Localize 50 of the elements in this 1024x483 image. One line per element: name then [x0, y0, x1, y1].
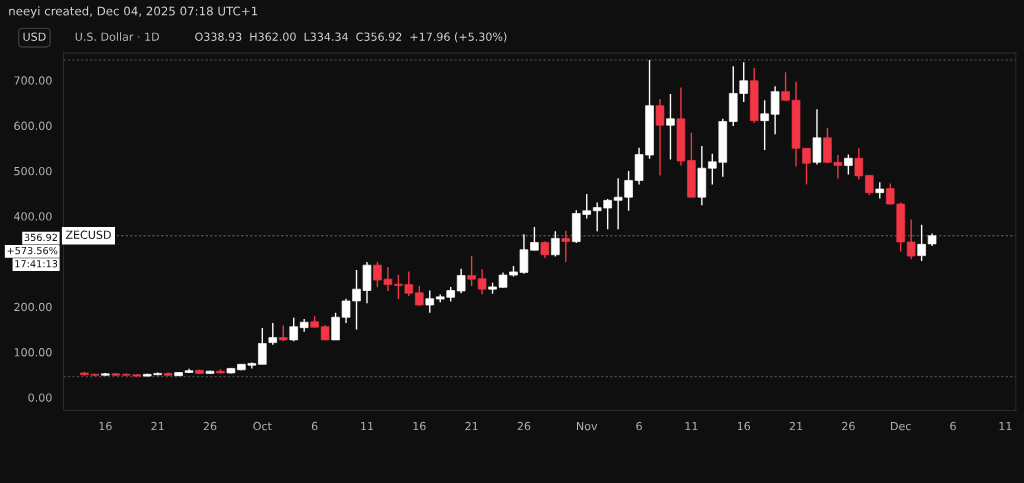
y-tick-label: 400.00 [14, 212, 52, 221]
candlestick [854, 147, 864, 181]
candlestick [760, 99, 769, 151]
x-tick-label: 11 [685, 422, 698, 431]
x-tick-label: 21 [465, 421, 478, 431]
x-tick-label: 16 [413, 421, 426, 431]
chart-subtitle: O338.93 H362.00 L334.34 C356.92 +17.96 (+5.30%) [195, 32, 507, 43]
candlestick [770, 85, 780, 135]
candlestick [425, 289, 435, 314]
x-tick-label: 21 [151, 421, 164, 431]
candlestick [415, 285, 424, 307]
x-tick-label: 26 [842, 421, 855, 431]
x-tick-label: 16 [99, 421, 112, 431]
candlestick [467, 255, 476, 287]
candlestick [268, 322, 278, 346]
candlestick [456, 268, 466, 294]
candlestick [655, 98, 665, 177]
candlestick [844, 153, 853, 176]
x-tick-label: 6 [311, 421, 318, 431]
y-tick-label: 600.00 [14, 121, 52, 130]
x-tick-label: Dec [891, 422, 911, 431]
y-tick-label: 0.00 [28, 393, 52, 402]
text: 356.92 [24, 233, 57, 242]
ref-line-label: ZECUSD [65, 230, 111, 239]
x-tick-label: Oct [253, 421, 272, 431]
candlestick [917, 224, 926, 262]
x-tick-label: 16 [737, 421, 751, 431]
y-tick-label: 700.00 [14, 76, 52, 85]
text: USD [23, 32, 46, 41]
x-tick-label: 6 [950, 421, 956, 431]
candlestick [551, 230, 560, 258]
x-tick-label: 26 [517, 421, 531, 431]
y-tick-label: 100.00 [14, 348, 52, 357]
candlestick [666, 93, 675, 161]
x-tick-label: Nov [576, 422, 598, 431]
x-tick-label: 11 [999, 422, 1012, 431]
text: +573.56% [7, 246, 58, 255]
x-tick-label: 6 [636, 421, 642, 431]
candlestick [477, 268, 487, 296]
text: 17:41:13 [15, 260, 58, 268]
candlestick [258, 327, 267, 366]
candlestick [561, 230, 571, 263]
text: neeyi created, Dec 04, 2025 07:18 UTC+1 [9, 6, 258, 18]
chart-title: U.S. Dollar · 1D [75, 32, 159, 41]
x-tick-label: 21 [789, 421, 803, 431]
candlestick [906, 218, 916, 260]
x-tick-label: 11 [361, 422, 374, 431]
x-tick-label: 26 [203, 421, 217, 431]
y-tick-label: 500.00 [14, 166, 52, 176]
y-tick-label: 200.00 [14, 302, 52, 312]
